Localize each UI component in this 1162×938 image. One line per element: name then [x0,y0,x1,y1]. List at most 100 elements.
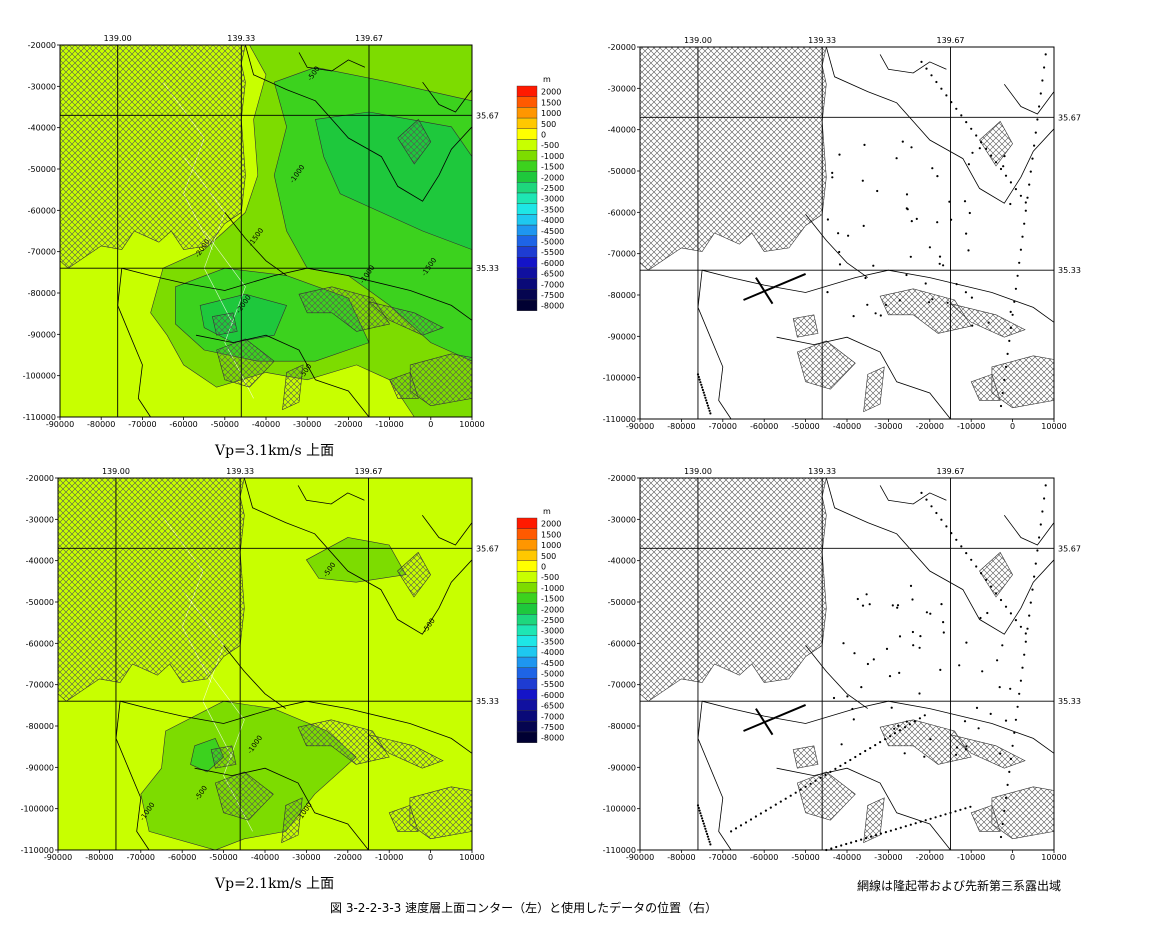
y-tick-label: -40000 [608,557,636,566]
data-point [929,738,932,741]
colorbar-label: -6000 [541,691,564,700]
data-point [838,263,842,266]
data-point [1004,796,1008,800]
data-point [1009,612,1013,615]
colorbar-swatch [516,289,538,301]
top-longitude-label: 139.00 [104,34,132,43]
data-point [1009,757,1013,761]
data-point [1019,625,1023,628]
y-tick-label: -90000 [608,332,636,341]
data-point [954,810,957,813]
y-tick-label: -20000 [608,474,636,483]
data-point [701,819,705,823]
x-tick-label: -30000 [874,853,902,862]
data-point [809,782,812,785]
data-point [970,296,974,299]
colorbar-label: -5500 [541,680,564,689]
data-point [1028,614,1031,617]
data-point [964,807,967,810]
data-point [866,303,869,306]
data-point [891,604,894,607]
data-point [860,838,863,841]
data-point [861,604,865,607]
data-point [864,837,868,840]
data-point [931,298,934,301]
data-point [965,745,968,748]
colorbar-swatch [516,614,538,626]
data-point [958,664,961,667]
x-tick-label: -60000 [750,422,778,431]
colorbar-swatch [516,96,538,108]
data-point [701,817,704,820]
data-point [1002,165,1005,168]
data-point [925,67,928,70]
data-point [999,752,1002,755]
data-point [978,147,981,150]
data-point [987,321,990,324]
data-point [838,153,841,156]
contour-map-vp21: -500-1000-500-1000-500-1000-90000 -80000-… [21,467,499,862]
x-tick-label: 0 [428,853,433,862]
y-tick-label: -100000 [23,372,56,381]
data-point [989,712,992,716]
data-point [1001,644,1004,647]
data-point [834,767,837,771]
data-point [1016,274,1019,277]
data-point [905,273,908,277]
data-point [1036,118,1039,121]
data-point [967,249,970,252]
x-tick-label: -30000 [292,853,320,862]
data-point [845,842,848,846]
data-point [894,828,898,831]
colorbar-label: -5000 [541,238,564,247]
data-point [703,394,706,397]
data-point [698,378,701,381]
data-point [1038,536,1041,539]
data-point [774,803,777,806]
colorbar-label: 0 [541,131,546,140]
data-point [1031,157,1034,160]
y-tick-label: -30000 [26,515,54,524]
data-point [925,611,929,614]
coastline [697,701,732,851]
x-tick-label: -40000 [252,420,280,429]
data-point [903,752,906,755]
hatched-area [863,366,885,413]
data-point [779,800,782,803]
contour-region [315,111,473,251]
data-point [1001,391,1004,395]
data-point [924,819,927,822]
colorbar-swatch [516,603,538,615]
survey-line [755,708,774,736]
data-point [1009,181,1013,184]
x-tick-label: -30000 [874,422,902,431]
y-tick-label: -70000 [28,248,56,257]
data-point [838,250,841,254]
data-point [908,723,912,726]
data-point [708,840,711,843]
data-point [975,565,978,568]
colorbar-swatch [516,560,538,572]
data-point [872,264,875,267]
top-longitude-label: 139.33 [227,34,255,43]
x-tick-label: 0 [1010,422,1015,431]
data-point [998,686,1001,689]
data-point [965,641,968,644]
data-point [702,391,705,394]
data-point [706,404,710,407]
data-point [709,412,712,415]
data-point [855,840,858,843]
data-point [852,718,855,721]
data-point [835,845,838,849]
data-point [1044,484,1047,487]
data-point [1008,339,1011,342]
colorbar-label: -7000 [541,712,564,721]
data-point [864,749,867,753]
colorbar-swatch [516,278,538,290]
y-tick-label: -100000 [603,374,636,383]
data-point [1008,770,1011,774]
hatched-area [282,364,304,411]
data-point [730,830,733,833]
data-point [1014,718,1018,721]
right-latitude-label: 35.67 [1058,544,1081,553]
